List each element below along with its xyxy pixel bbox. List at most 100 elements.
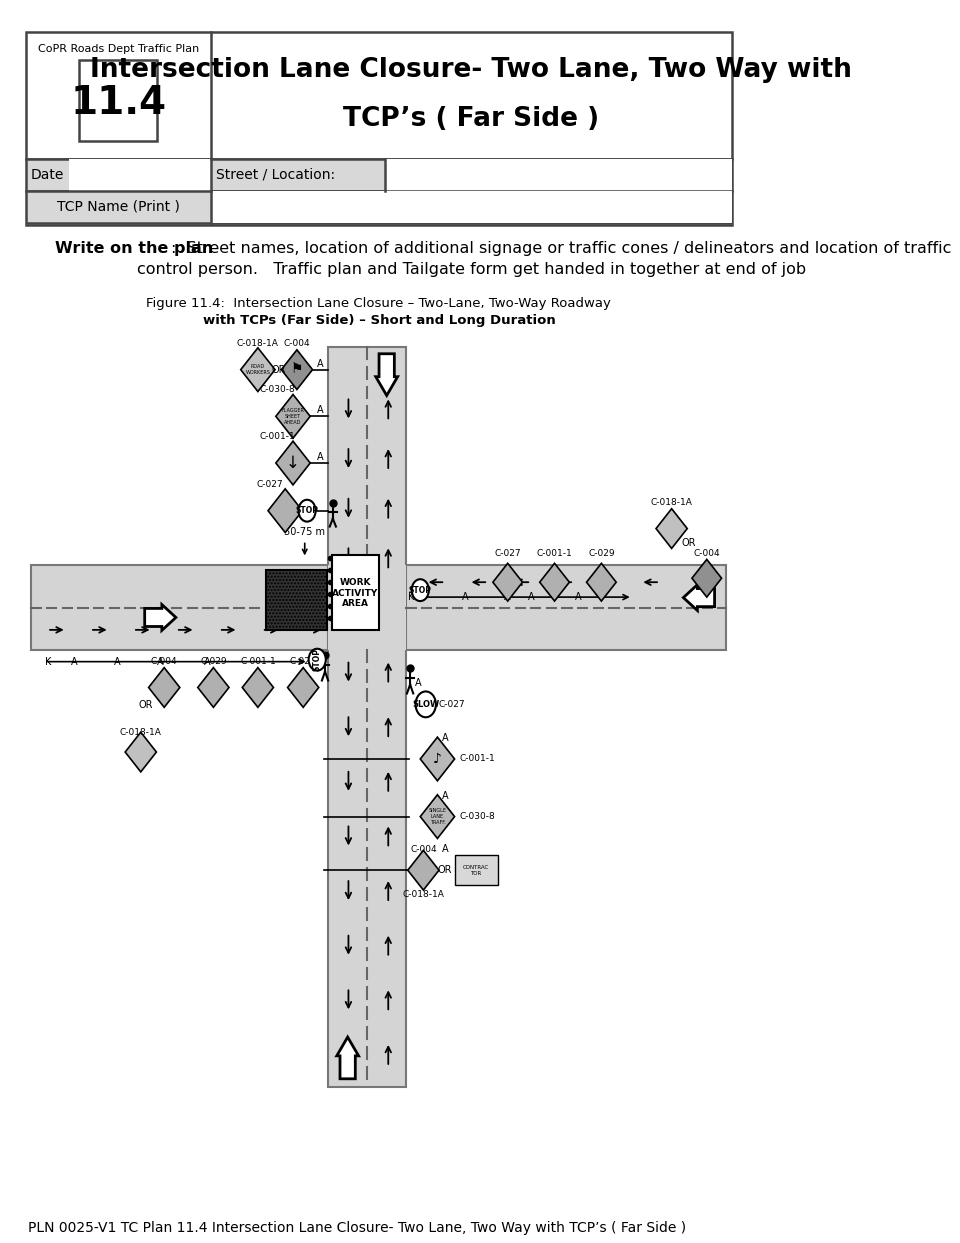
Text: Figure 11.4:  Intersection Lane Closure – Two-Lane, Two-Way Roadway: Figure 11.4: Intersection Lane Closure –… [147,297,612,311]
Text: :  Street names, location of additional signage or traffic cones / delineators a: : Street names, location of additional s… [171,241,951,256]
Polygon shape [276,441,310,485]
Text: 11.4: 11.4 [70,85,166,123]
Bar [26,159,732,191]
Text: C-029: C-029 [588,549,614,558]
Text: A: A [157,656,163,666]
Polygon shape [281,349,313,389]
Text: SINGLE
LANE
TRAFF.: SINGLE LANE TRAFF. [428,808,446,825]
Text: 50-75 m: 50-75 m [284,527,325,537]
Text: C-001-1: C-001-1 [240,656,276,666]
Circle shape [412,579,429,602]
Bar [79,60,157,142]
Text: Date: Date [31,168,64,181]
Polygon shape [420,737,455,781]
Text: A: A [442,844,448,854]
Text: Street / Location:: Street / Location: [216,168,335,181]
Bar [328,347,406,1086]
Polygon shape [408,850,439,890]
Text: A: A [528,592,535,602]
Text: A: A [317,452,324,462]
Text: PLN 0025-V1 TC Plan 11.4 Intersection Lane Closure- Two Lane, Two Way with TCP’s: PLN 0025-V1 TC Plan 11.4 Intersection La… [28,1221,685,1234]
Text: FLAGGER
SHEET
AHEAD: FLAGGER SHEET AHEAD [281,408,304,425]
Text: A: A [317,359,324,369]
Bar [266,571,326,630]
Text: C-018-1A: C-018-1A [402,890,444,899]
Polygon shape [692,559,722,597]
Text: ⚑: ⚑ [291,363,303,377]
Text: WORK
ACTIVITY
AREA: WORK ACTIVITY AREA [332,578,378,608]
Text: A: A [462,592,468,602]
Text: STOP: STOP [313,648,322,671]
Text: K: K [408,592,414,602]
Text: C-018-1A: C-018-1A [651,497,692,507]
Text: C-018-1A: C-018-1A [237,339,278,348]
Bar [211,191,732,222]
Text: Intersection Lane Closure- Two Lane, Two Way with: Intersection Lane Closure- Two Lane, Two… [90,57,852,83]
Text: C-001-1: C-001-1 [537,549,572,558]
Bar [455,855,497,885]
Polygon shape [492,563,522,602]
Text: A: A [504,592,511,602]
Text: C-004: C-004 [151,656,178,666]
Bar [26,32,732,159]
Polygon shape [337,1037,359,1079]
Text: C-004: C-004 [693,549,720,558]
Text: A: A [317,405,324,415]
Polygon shape [125,732,156,772]
Polygon shape [198,667,229,707]
Text: OR: OR [139,700,154,710]
Text: C-018-1A: C-018-1A [120,728,161,737]
Text: C-027: C-027 [256,480,283,488]
Text: TCP’s ( Far Side ): TCP’s ( Far Side ) [344,107,599,132]
Text: A: A [416,679,422,689]
Polygon shape [145,604,176,630]
Text: C-001-1: C-001-1 [459,755,495,763]
Circle shape [416,691,436,717]
Polygon shape [149,667,180,707]
Text: A: A [442,791,448,800]
Text: OR: OR [682,538,696,548]
Polygon shape [241,348,276,392]
Text: C-027: C-027 [439,700,466,709]
Text: A: A [575,592,581,602]
Polygon shape [420,794,455,839]
Text: A: A [71,656,78,666]
Polygon shape [242,667,274,707]
Polygon shape [656,508,687,548]
Circle shape [299,500,316,522]
Circle shape [308,649,325,670]
Text: STOP: STOP [409,585,432,594]
Bar [328,566,406,650]
Text: ↓: ↓ [286,454,300,472]
Text: OR: OR [272,364,286,374]
Text: ♪: ♪ [433,752,442,766]
Polygon shape [276,394,310,439]
Text: C-001-1: C-001-1 [259,433,296,441]
Bar [69,159,211,191]
Text: ROAD
WORKERS: ROAD WORKERS [246,364,271,375]
Text: with TCPs (Far Side) – Short and Long Duration: with TCPs (Far Side) – Short and Long Du… [203,314,555,327]
Text: C-029: C-029 [200,656,227,666]
Text: C-030-8: C-030-8 [259,385,296,394]
Text: A: A [204,656,210,666]
Text: STOP: STOP [296,506,319,515]
Text: control person.   Traffic plan and Tailgate form get handed in together at end o: control person. Traffic plan and Tailgat… [137,262,806,277]
Polygon shape [587,563,616,602]
Text: Write on the plan: Write on the plan [55,241,213,256]
Bar [26,191,732,222]
Text: A: A [442,733,448,743]
Text: A: A [114,656,121,666]
Text: C-027: C-027 [290,656,317,666]
Text: TCP Name (Print ): TCP Name (Print ) [57,200,180,214]
Polygon shape [268,488,302,532]
Text: C-027: C-027 [494,549,521,558]
Text: OR: OR [438,865,452,875]
Text: C-004: C-004 [410,845,437,854]
Text: SLOW: SLOW [412,700,440,709]
Text: CoPR Roads Dept Traffic Plan: CoPR Roads Dept Traffic Plan [37,44,199,53]
Text: C-030-8: C-030-8 [459,812,495,822]
Polygon shape [684,584,714,610]
Text: K: K [45,656,51,666]
Bar [385,159,732,191]
Text: C-004: C-004 [283,339,310,348]
